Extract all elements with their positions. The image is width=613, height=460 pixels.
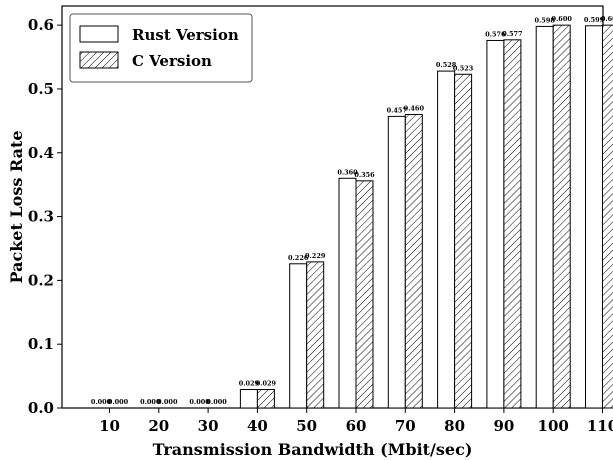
legend-swatch-c bbox=[79, 51, 119, 69]
data-label: 0.000 bbox=[206, 398, 227, 406]
x-tick-label: 30 bbox=[198, 417, 219, 435]
y-tick-label: 0.1 bbox=[28, 335, 54, 353]
bar-c bbox=[602, 24, 613, 409]
data-label: 0.000 bbox=[108, 398, 129, 406]
data-label: 0.000 bbox=[91, 398, 112, 406]
bar-rust bbox=[239, 388, 258, 409]
data-label: 0.229 bbox=[305, 252, 326, 260]
data-label: 0.000 bbox=[189, 398, 210, 406]
legend-label-c: C Version bbox=[132, 52, 212, 70]
bar-c bbox=[404, 113, 423, 409]
legend-label-rust: Rust Version bbox=[132, 26, 239, 44]
data-label: 0.000 bbox=[157, 398, 178, 406]
data-label: 0.528 bbox=[436, 61, 457, 69]
data-label: 0.457 bbox=[387, 106, 407, 114]
data-label: 0.029 bbox=[256, 379, 277, 387]
x-tick-label: 10 bbox=[99, 417, 120, 435]
bar-c bbox=[306, 261, 325, 409]
data-label: 0.000 bbox=[140, 398, 161, 406]
bar-rust bbox=[535, 25, 554, 409]
data-label: 0.460 bbox=[404, 104, 425, 112]
bar-rust bbox=[387, 115, 406, 409]
x-tick-label: 20 bbox=[148, 417, 169, 435]
data-label: 0.029 bbox=[239, 379, 260, 387]
legend-box bbox=[69, 13, 253, 83]
y-tick-label: 0.6 bbox=[28, 16, 54, 34]
data-label: 0.577 bbox=[502, 30, 522, 38]
data-label: 0.576 bbox=[485, 30, 506, 38]
y-tick-label: 0.2 bbox=[28, 271, 54, 289]
bar-c bbox=[256, 388, 275, 409]
legend-swatch-rust bbox=[79, 25, 119, 43]
y-tick-label: 0.5 bbox=[28, 80, 54, 98]
x-tick-label: 100 bbox=[538, 417, 569, 435]
bar-c bbox=[552, 24, 571, 409]
y-tick-label: 0.4 bbox=[28, 144, 54, 162]
data-label: 0.600 bbox=[601, 15, 613, 23]
bar-rust bbox=[585, 25, 603, 409]
data-label: 0.600 bbox=[552, 15, 573, 23]
data-label: 0.226 bbox=[288, 254, 309, 262]
y-axis-title: Packet Loss Rate bbox=[7, 130, 26, 283]
y-tick-label: 0.3 bbox=[28, 208, 54, 226]
x-tick-label: 90 bbox=[493, 417, 514, 435]
bar-rust bbox=[289, 263, 308, 409]
bar-rust bbox=[486, 39, 505, 409]
y-tick-label: 0.0 bbox=[28, 399, 54, 417]
bar-c bbox=[355, 180, 374, 409]
x-tick-label: 80 bbox=[444, 417, 465, 435]
x-tick-label: 60 bbox=[346, 417, 367, 435]
bar-c bbox=[503, 39, 522, 409]
x-axis-title: Transmission Bandwidth (Mbit/sec) bbox=[153, 440, 473, 459]
x-tick-label: 110 bbox=[587, 417, 613, 435]
bar-rust bbox=[437, 70, 456, 409]
data-label: 0.523 bbox=[453, 64, 474, 72]
x-tick-label: 50 bbox=[296, 417, 317, 435]
data-label: 0.598 bbox=[535, 16, 556, 24]
data-label: 0.599 bbox=[584, 16, 605, 24]
bar-c bbox=[454, 73, 473, 409]
data-label: 0.356 bbox=[354, 171, 375, 179]
data-label: 0.360 bbox=[337, 168, 358, 176]
x-tick-label: 40 bbox=[247, 417, 268, 435]
bar-rust bbox=[338, 177, 357, 409]
x-tick-label: 70 bbox=[395, 417, 416, 435]
